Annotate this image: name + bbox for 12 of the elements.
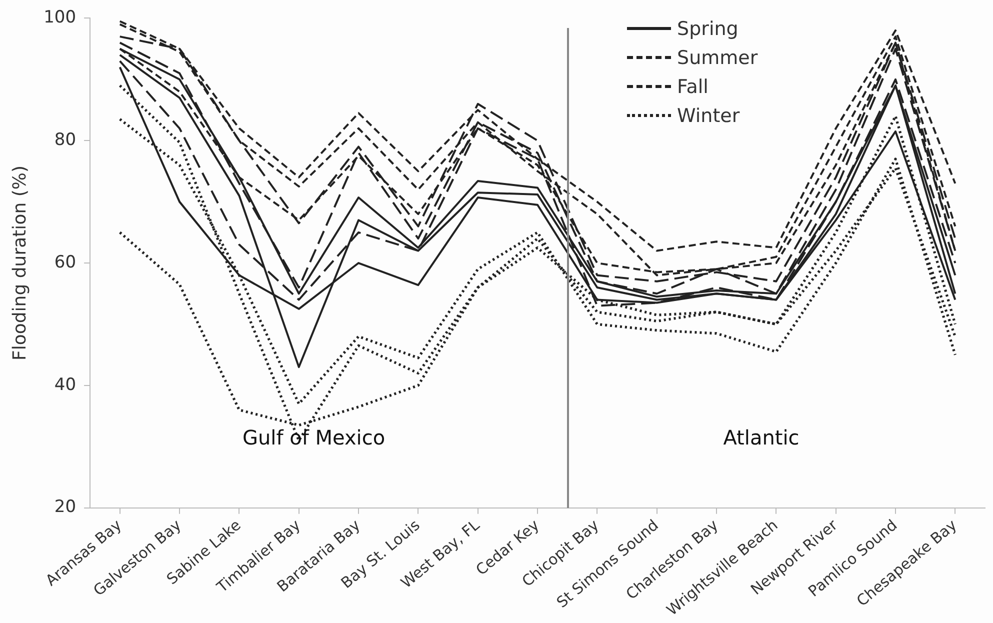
legend-label: Winter: [677, 104, 740, 127]
legend-label: Summer: [677, 46, 758, 69]
legend-label: Spring: [677, 18, 738, 40]
y-tick-label: 80: [54, 130, 76, 150]
annotation: Atlantic: [723, 425, 800, 450]
annotation: Gulf of Mexico: [242, 425, 386, 450]
y-tick-label: 20: [54, 497, 76, 518]
y-axis-title: Flooding duration (%): [9, 166, 30, 361]
y-tick-label: 60: [54, 252, 76, 272]
legend-label: Fall: [677, 76, 708, 98]
y-tick-label: 100: [44, 8, 76, 28]
y-tick-label: 40: [54, 374, 76, 395]
